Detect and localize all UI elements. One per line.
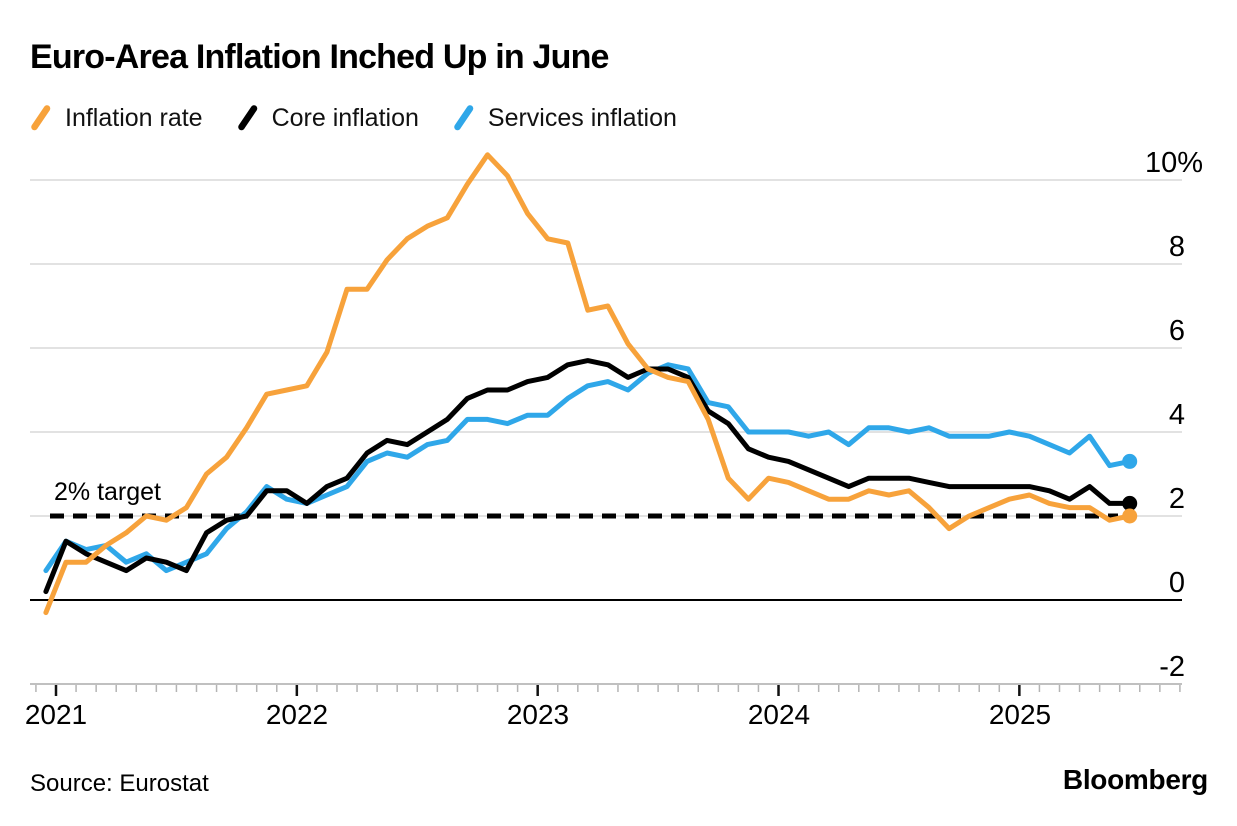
x-axis-label-2025: 2025 xyxy=(988,699,1052,730)
legend-item-core-inflation: Core inflation xyxy=(237,103,419,133)
legend-item-label: Core inflation xyxy=(271,103,419,132)
x-axis-label-2023: 2023 xyxy=(506,699,570,730)
chart-title: Euro-Area Inflation Inched Up in June xyxy=(30,38,609,76)
y-axis-label-4: 4 xyxy=(1168,399,1185,431)
legend-item-services-inflation: Services inflation xyxy=(453,103,677,133)
y-axis-label-8: 8 xyxy=(1168,231,1185,263)
x-axis-label-2022: 2022 xyxy=(265,699,329,730)
orange-slash-icon xyxy=(31,105,51,131)
x-axis-label-2024: 2024 xyxy=(747,699,811,730)
legend-item-inflation-rate: Inflation rate xyxy=(30,103,203,133)
x-axis-label-2021: 2021 xyxy=(24,699,88,730)
bloomberg-logo: Bloomberg xyxy=(1062,764,1208,795)
legend: Inflation rate Core inflation Services i… xyxy=(30,103,677,133)
source-note: Source: Eurostat xyxy=(30,770,209,797)
target-line-label: 2% target xyxy=(54,478,162,506)
y-axis-label-6: 6 xyxy=(1168,315,1185,347)
black-slash-icon xyxy=(237,105,257,131)
y-axis-label-2: 2 xyxy=(1168,483,1185,515)
legend-item-label: Services inflation xyxy=(487,103,677,132)
y-axis-label-0: 0 xyxy=(1168,567,1185,599)
blue-slash-icon xyxy=(454,105,474,131)
y-axis-label-10: 10% xyxy=(1144,147,1203,179)
y-axis-label-neg2: -2 xyxy=(1159,651,1185,683)
legend-item-label: Inflation rate xyxy=(65,103,203,132)
